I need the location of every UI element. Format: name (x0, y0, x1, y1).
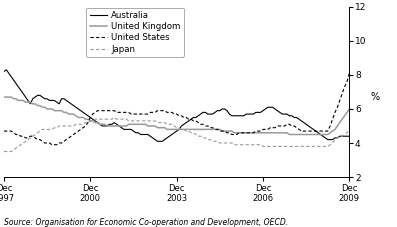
Australia (64, 99, 69, 102)
United States (316, 130, 320, 132)
United Kingdom (249, 131, 253, 134)
Australia (308, 126, 313, 129)
Japan (2, 150, 6, 153)
United Kingdom (110, 125, 114, 127)
United States (251, 131, 256, 134)
United Kingdom (78, 116, 83, 119)
United States (371, 39, 376, 42)
United States (366, 43, 371, 46)
Japan (215, 140, 220, 143)
Japan (366, 121, 371, 124)
United Kingdom (383, 75, 388, 78)
Line: Japan: Japan (4, 118, 385, 152)
United States (81, 126, 85, 129)
United Kingdom (316, 133, 320, 136)
United States (383, 46, 388, 49)
Line: United States: United States (4, 41, 385, 145)
United States (2, 130, 6, 132)
Australia (193, 116, 198, 119)
United States (112, 109, 117, 112)
Text: Source: Organisation for Economic Co-operation and Development, OECD.: Source: Organisation for Economic Co-ope… (4, 218, 288, 227)
United States (50, 143, 54, 146)
United Kingdom (2, 96, 6, 98)
Japan (251, 143, 256, 146)
United Kingdom (376, 72, 381, 74)
Japan (383, 126, 388, 129)
Line: Australia: Australia (4, 70, 395, 141)
Australia (4, 68, 9, 71)
Australia (378, 125, 383, 127)
United States (215, 128, 220, 131)
United Kingdom (213, 128, 218, 131)
Australia (393, 109, 397, 112)
Japan (78, 123, 83, 126)
Y-axis label: %: % (370, 92, 379, 102)
Japan (110, 118, 114, 121)
Australia (292, 116, 297, 119)
Legend: Australia, United Kingdom, United States, Japan: Australia, United Kingdom, United States… (86, 8, 184, 57)
Australia (2, 70, 6, 73)
Japan (112, 116, 117, 119)
United Kingdom (366, 80, 371, 83)
Australia (165, 136, 170, 139)
Line: United Kingdom: United Kingdom (4, 73, 385, 134)
United Kingdom (287, 133, 292, 136)
Japan (316, 145, 320, 148)
Australia (155, 140, 160, 143)
